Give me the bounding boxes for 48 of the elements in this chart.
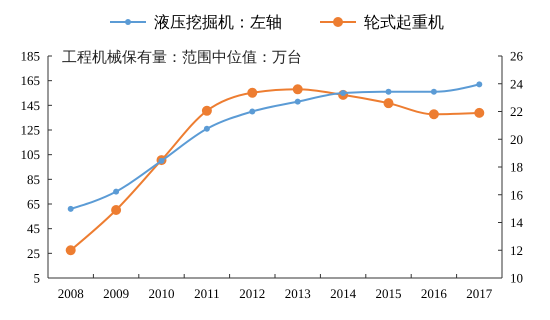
point: [202, 106, 212, 116]
x-tick-label: 2009: [103, 286, 130, 301]
y2-tick-label: 20: [510, 132, 523, 147]
point: [476, 81, 482, 88]
y2-tick-label: 12: [510, 242, 523, 258]
legend-label: 轮式起重机: [364, 12, 444, 32]
y-tick-label: 145: [20, 98, 40, 113]
x-tick-label: 2008: [58, 286, 84, 301]
x-tick-label: 2010: [148, 286, 174, 301]
y2-tick-label: 14: [510, 215, 524, 230]
point: [428, 109, 439, 120]
point: [474, 108, 484, 118]
point: [249, 108, 256, 114]
x-tick-label: 2012: [239, 286, 266, 301]
y-tick-label: 125: [20, 122, 40, 138]
point: [292, 84, 303, 94]
legend-label: 液压挖掘机：左轴: [154, 12, 282, 32]
x-tick-label: 2015: [376, 286, 402, 301]
y2-tick-label: 24: [510, 76, 524, 92]
y2-tick-label: 22: [510, 104, 523, 120]
y-tick-label: 65: [27, 196, 40, 212]
point: [204, 126, 210, 132]
point: [247, 88, 258, 98]
point: [113, 188, 120, 195]
x-tick-label: 2014: [330, 286, 357, 301]
x-tick-label: 2016: [420, 286, 448, 301]
point: [384, 98, 394, 108]
point: [386, 88, 392, 95]
y2-tick-label: 18: [510, 160, 523, 175]
y2-tick-label: 16: [510, 187, 524, 202]
point: [66, 245, 76, 256]
y-tick-label: 85: [27, 172, 40, 187]
x-tick-label: 2013: [284, 286, 311, 301]
y-tick-label: 5: [34, 270, 40, 286]
y2-tick-label: 26: [510, 48, 524, 64]
y-tick-label: 45: [27, 221, 40, 236]
annotation: 工程机械保有量：范围中位值：万台: [62, 48, 302, 66]
point: [68, 206, 74, 212]
point: [111, 205, 122, 216]
point: [294, 98, 301, 105]
y-tick-label: 165: [20, 73, 40, 88]
point: [430, 88, 437, 95]
y-tick-label: 25: [27, 246, 40, 261]
x-tick-label: 2017: [466, 286, 493, 301]
y2-tick-label: 10: [510, 270, 523, 286]
x-tick-label: 2011: [194, 286, 220, 301]
y-tick-label: 185: [20, 48, 40, 64]
y-tick-label: 105: [20, 147, 40, 162]
